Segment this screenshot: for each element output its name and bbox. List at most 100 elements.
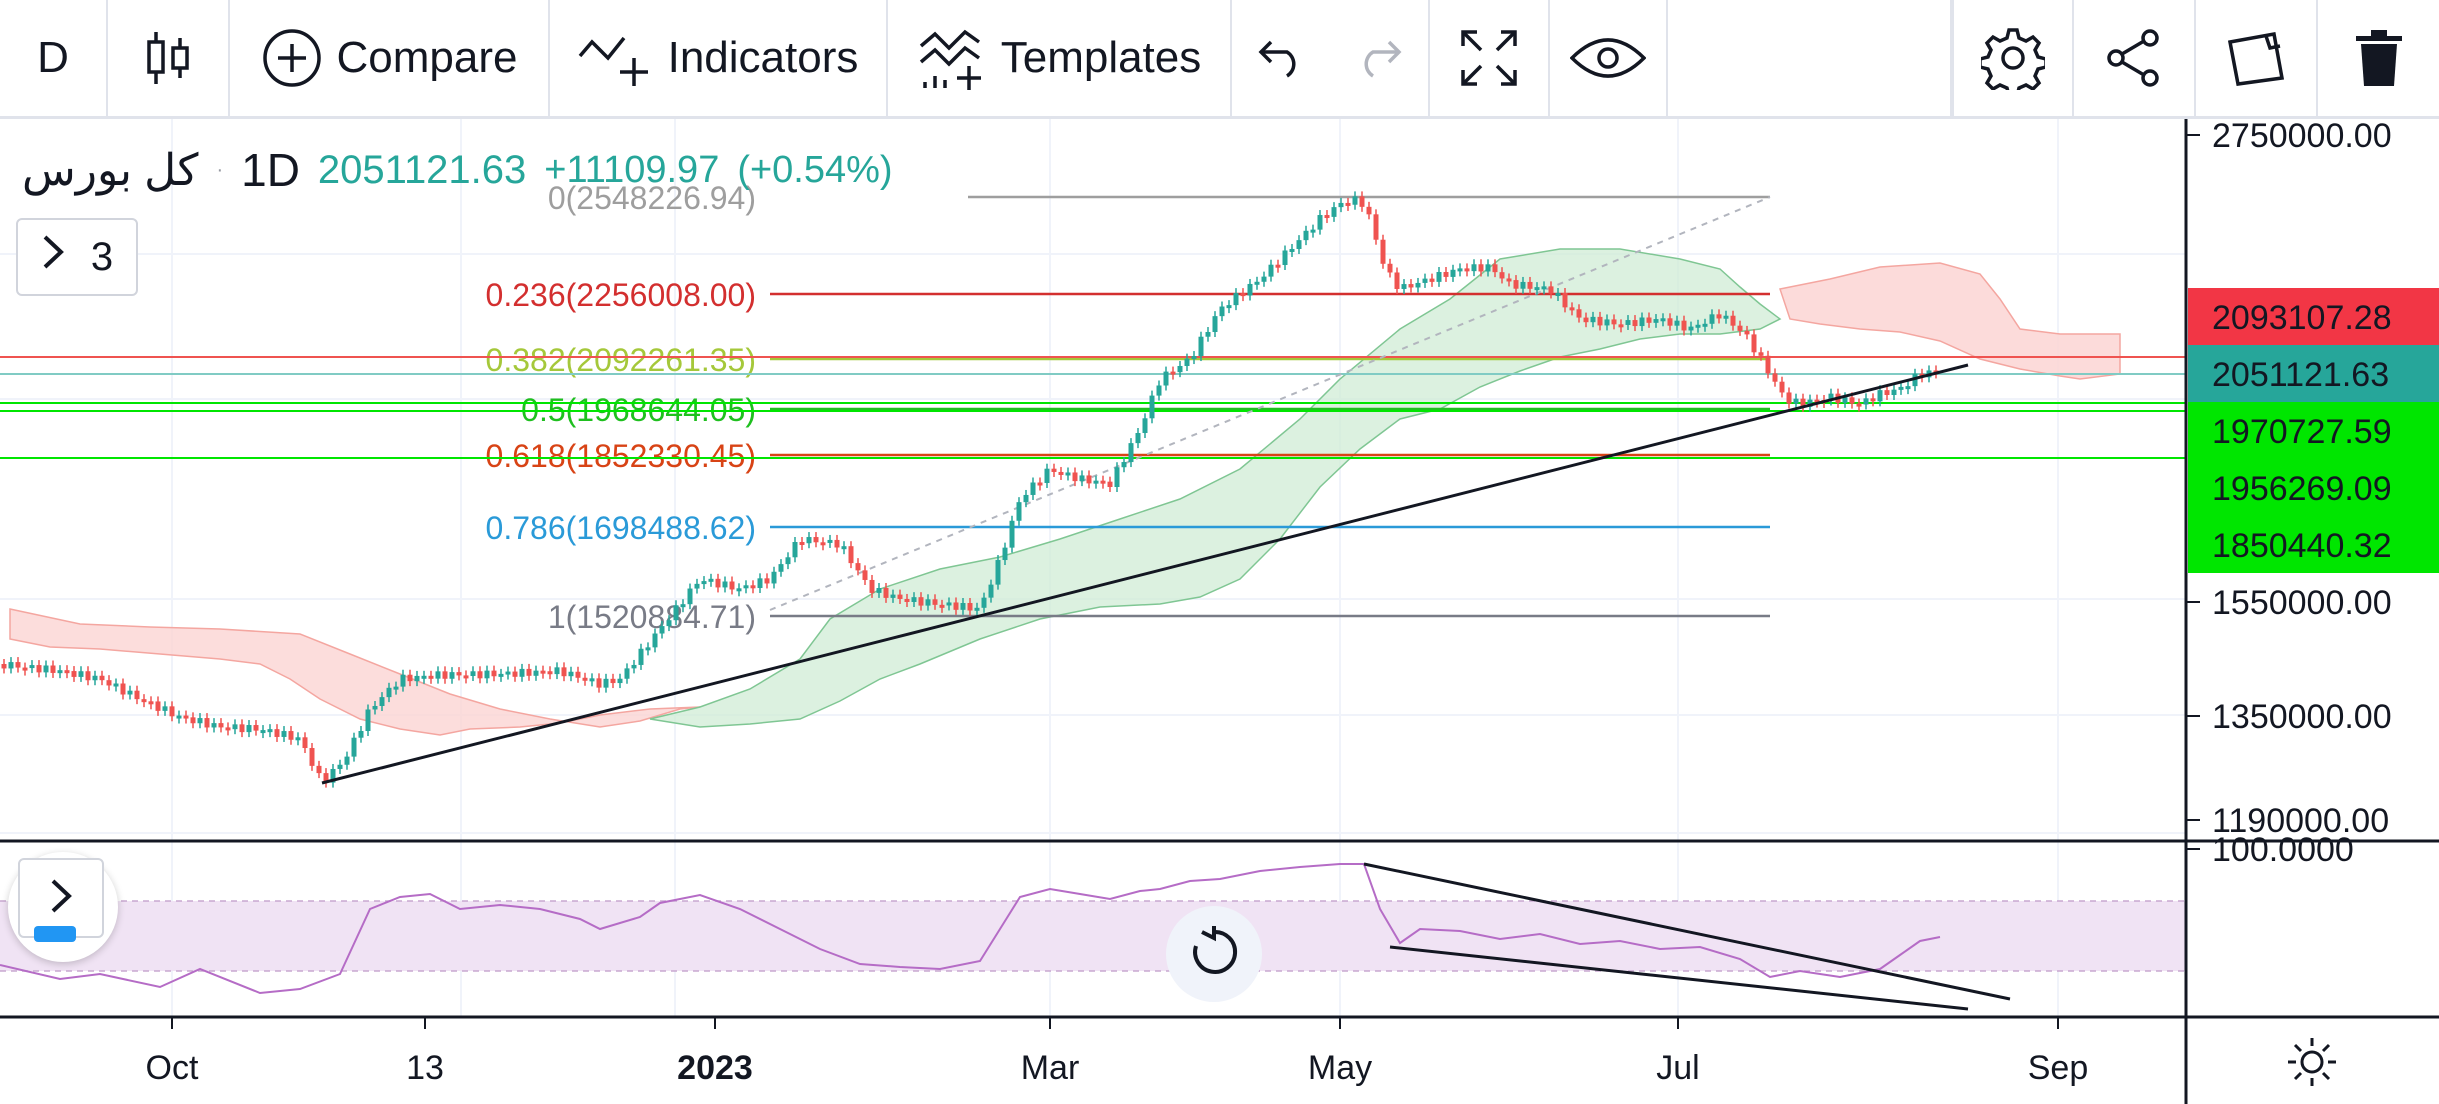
chart-style-button[interactable] bbox=[108, 0, 230, 116]
candle-body-14 bbox=[99, 675, 105, 681]
rsi-trendline-upper[interactable] bbox=[1363, 862, 2011, 1001]
candle-body-64 bbox=[449, 672, 455, 679]
candle-body-263 bbox=[1842, 397, 1848, 403]
rsi-axis: 100.0000 bbox=[2186, 831, 2354, 869]
fib-level-label-6: 1(1520884.71) bbox=[548, 599, 756, 635]
candle-body-215 bbox=[1506, 278, 1512, 282]
candle-body-78 bbox=[547, 671, 553, 675]
candle-body-110 bbox=[771, 571, 777, 584]
templates-icon bbox=[917, 26, 987, 90]
plus-circle-icon bbox=[261, 27, 323, 89]
candle-body-131 bbox=[918, 597, 924, 606]
candle-body-4 bbox=[29, 665, 35, 669]
cloud-bearish-2 bbox=[1779, 262, 2121, 380]
candle-body-214 bbox=[1499, 272, 1505, 279]
candle-body-217 bbox=[1520, 281, 1526, 289]
candle-body-150 bbox=[1051, 468, 1057, 472]
candle-body-18 bbox=[127, 690, 133, 695]
candle-body-174 bbox=[1219, 306, 1225, 317]
candle-body-245 bbox=[1716, 314, 1722, 319]
candle-body-218 bbox=[1527, 281, 1533, 289]
candle-body-92 bbox=[645, 647, 651, 651]
undo-icon[interactable] bbox=[1257, 38, 1305, 78]
candle-body-8 bbox=[57, 670, 63, 674]
fib-level-label-5: 0.786(1698488.62) bbox=[486, 510, 756, 546]
candle-body-192 bbox=[1345, 202, 1351, 206]
rsi-pane-toggle[interactable] bbox=[8, 852, 118, 962]
snapshot-button[interactable] bbox=[2196, 0, 2318, 116]
price-change-percent: (+0.54%) bbox=[737, 148, 893, 191]
candle-body-209 bbox=[1464, 268, 1470, 272]
candle-body-206 bbox=[1443, 272, 1449, 277]
candle-body-121 bbox=[848, 546, 854, 564]
candle-body-137 bbox=[960, 603, 966, 610]
symbol-name[interactable]: کل بورس bbox=[22, 145, 199, 195]
candle-body-144 bbox=[1009, 520, 1015, 548]
candle-body-73 bbox=[512, 671, 518, 677]
candle-body-201 bbox=[1408, 284, 1414, 288]
candle-body-148 bbox=[1037, 482, 1043, 486]
rsi-trendline-lower[interactable] bbox=[1389, 945, 1969, 1011]
fullscreen-button[interactable] bbox=[1430, 0, 1550, 116]
price-tag-label-3: 1956269.09 bbox=[2212, 470, 2392, 508]
candle-body-259 bbox=[1814, 399, 1820, 403]
candle-body-37 bbox=[260, 730, 266, 734]
templates-button[interactable]: Templates bbox=[888, 0, 1232, 116]
fullscreen-icon bbox=[1459, 28, 1519, 88]
reset-chart-button[interactable] bbox=[1166, 906, 1262, 1002]
candle-body-76 bbox=[533, 670, 539, 676]
candle-body-146 bbox=[1023, 494, 1029, 503]
share-button[interactable] bbox=[2074, 0, 2196, 116]
price-axis[interactable]: 2750000.00 1550000.00 1350000.00 1190000.00 bbox=[2186, 119, 2392, 840]
candle-body-152 bbox=[1065, 472, 1071, 476]
settings-button[interactable] bbox=[1952, 0, 2074, 116]
candle-body-142 bbox=[995, 560, 1001, 585]
horizontal-lines[interactable] bbox=[0, 356, 2186, 459]
candle-body-95 bbox=[666, 620, 672, 627]
candle-body-105 bbox=[736, 588, 742, 592]
redo-icon[interactable] bbox=[1355, 38, 1403, 78]
chart-canvas[interactable]: 0(2548226.94) 0.236(2256008.00) 0.382(2092… bbox=[0, 119, 2439, 1104]
fibonacci-retracement[interactable]: 0(2548226.94) 0.236(2256008.00) 0.382(2092… bbox=[486, 180, 1770, 635]
delete-button[interactable] bbox=[2318, 0, 2439, 116]
candle-body-16 bbox=[113, 683, 119, 687]
candle-body-1 bbox=[8, 662, 14, 669]
visibility-button[interactable] bbox=[1550, 0, 1668, 116]
candle-body-134 bbox=[939, 604, 945, 608]
top-toolbar: D Compare Indicators Templates bbox=[0, 0, 2439, 119]
candle-body-40 bbox=[281, 731, 287, 737]
candle-body-129 bbox=[904, 598, 910, 603]
candle-body-32 bbox=[225, 727, 231, 731]
candle-body-199 bbox=[1394, 272, 1400, 289]
fib-trend-dashed-line[interactable] bbox=[769, 196, 1771, 611]
candle-body-151 bbox=[1058, 471, 1064, 475]
candle-body-159 bbox=[1114, 467, 1120, 488]
candle-body-269 bbox=[1884, 390, 1890, 395]
time-axis[interactable]: Oct 13 2023 Mar May Jul Sep bbox=[146, 1017, 2089, 1087]
candle-body-222 bbox=[1555, 293, 1561, 297]
rsi-expand-box[interactable] bbox=[18, 858, 104, 938]
candle-body-114 bbox=[799, 541, 805, 545]
compare-label: Compare bbox=[336, 33, 518, 82]
chevron-right-icon bbox=[41, 233, 65, 281]
compare-button[interactable]: Compare bbox=[230, 0, 550, 116]
timeframe-label: 1D bbox=[241, 144, 300, 196]
candle-body-57 bbox=[400, 674, 406, 687]
candles-icon bbox=[144, 28, 192, 88]
candle-body-240 bbox=[1681, 320, 1687, 331]
candle-body-19 bbox=[134, 690, 140, 700]
candle-body-86 bbox=[603, 678, 609, 688]
candle-body-62 bbox=[435, 671, 441, 679]
price-tick-label-1: 1550000.00 bbox=[2212, 584, 2392, 622]
candle-body-28 bbox=[197, 718, 203, 724]
indicators-toggle[interactable]: 3 bbox=[16, 218, 138, 296]
candle-body-241 bbox=[1688, 326, 1694, 331]
interval-button[interactable]: D bbox=[0, 0, 108, 116]
indicators-button[interactable]: Indicators bbox=[550, 0, 888, 116]
candle-body-139 bbox=[974, 607, 980, 611]
candle-body-216 bbox=[1513, 280, 1519, 289]
trend-line[interactable] bbox=[321, 363, 1969, 785]
candle-body-177 bbox=[1240, 293, 1246, 297]
axis-settings-icon[interactable] bbox=[2286, 1036, 2338, 1088]
candle-body-265 bbox=[1856, 403, 1862, 407]
